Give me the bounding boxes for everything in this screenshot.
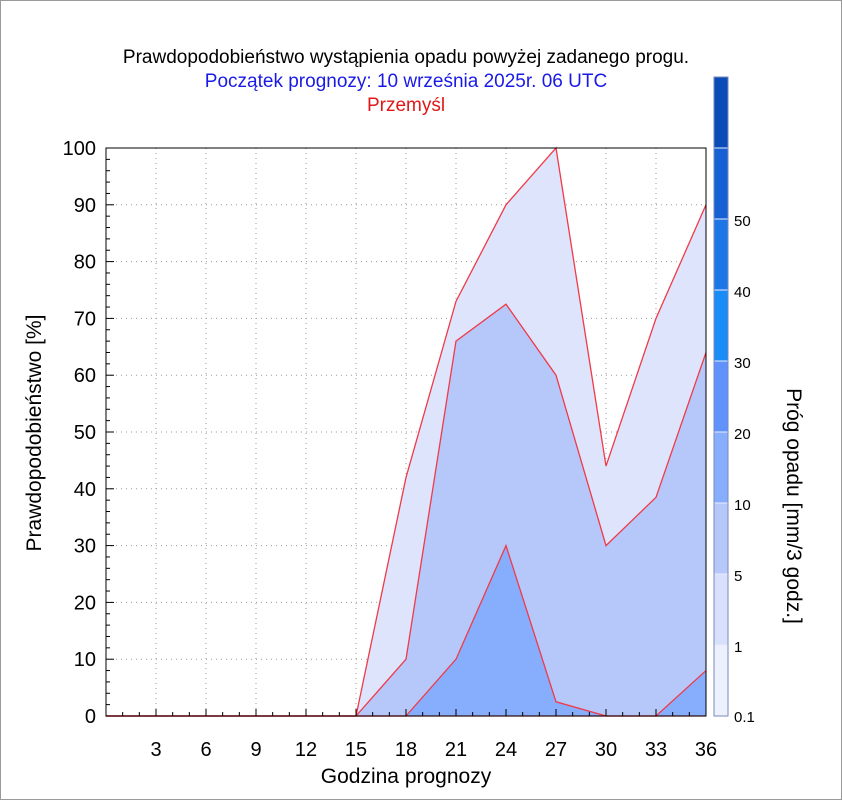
colorbar-label-5: 5 [734, 568, 742, 585]
colorbar-segment-1 [714, 574, 728, 645]
x-tick-label: 12 [295, 739, 317, 761]
x-axis-label: Godzina prognozy [321, 765, 492, 788]
area-series-1 [106, 304, 706, 716]
x-tick-label: 36 [695, 739, 717, 761]
colorbar-segment-5 [714, 503, 728, 574]
chart-subtitle: Początek prognozy: 10 września 2025r. 06… [205, 71, 607, 92]
y-tick-label: 40 [74, 479, 96, 501]
colorbar-label-0.1: 0.1 [734, 709, 755, 726]
colorbar-segment-50 [714, 148, 728, 219]
x-tick-label: 21 [445, 739, 467, 761]
y-tick-label: 30 [74, 536, 96, 558]
y-tick-label: 70 [74, 308, 96, 330]
y-tick-label: 10 [74, 649, 96, 671]
colorbar-segment-30 [714, 290, 728, 361]
y-tick-label: 60 [74, 365, 96, 387]
x-tick-label: 15 [345, 739, 367, 761]
y-tick-label: 0 [85, 706, 96, 728]
y-tick-label: 90 [74, 195, 96, 217]
colorbar-label-10: 10 [734, 497, 751, 514]
colorbar-label: Próg opadu [mm/3 godz.] [782, 388, 805, 624]
colorbar-label-50: 50 [734, 213, 751, 230]
x-tick-label: 30 [595, 739, 617, 761]
colorbar-segment-40 [714, 219, 728, 290]
colorbar: 0.1 1 5 10 20 30 40 50 [713, 76, 755, 726]
colorbar-segment-10 [714, 432, 728, 503]
colorbar-label-40: 40 [734, 284, 751, 301]
area-layers [106, 148, 706, 716]
x-tick-label: 6 [200, 739, 211, 761]
y-tick-label: 100 [63, 138, 96, 160]
x-tick-label: 9 [250, 739, 261, 761]
x-tick-label: 24 [495, 739, 517, 761]
x-tick-label: 33 [645, 739, 667, 761]
y-tick-label: 80 [74, 252, 96, 274]
colorbar-label-30: 30 [734, 355, 751, 372]
colorbar-segment-top [714, 77, 728, 148]
chart-title: Prawdopodobieństwo wystąpienia opadu pow… [123, 47, 689, 68]
x-tick-label: 3 [150, 739, 161, 761]
y-tick-label: 50 [74, 422, 96, 444]
colorbar-label-1: 1 [734, 639, 742, 656]
colorbar-segment-0.1 [714, 645, 728, 716]
colorbar-segment-20 [714, 361, 728, 432]
colorbar-label-20: 20 [734, 426, 751, 443]
y-axis-label: Prawdopodobieństwo [%] [23, 315, 46, 552]
x-tick-label: 27 [545, 739, 567, 761]
colorbar-border [713, 76, 729, 717]
chart-location: Przemyśl [367, 95, 445, 116]
x-tick-label: 18 [395, 739, 417, 761]
y-tick-label: 20 [74, 592, 96, 614]
